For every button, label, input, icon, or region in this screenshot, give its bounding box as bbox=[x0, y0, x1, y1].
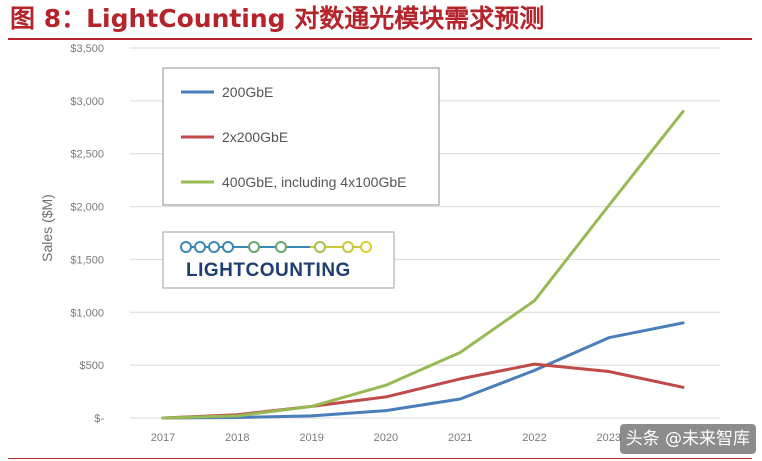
y-tick-label: $3,000 bbox=[70, 96, 104, 108]
logo-text: LIGHTCOUNTING bbox=[186, 260, 351, 281]
y-tick-label: $3,500 bbox=[70, 43, 104, 55]
y-tick-label: $2,500 bbox=[70, 149, 104, 161]
y-axis-label: Sales ($M) bbox=[39, 194, 55, 262]
y-axis-ticks: $- $500 $1,000 $1,500 $2,000 $2,500 $3,000 $3,5… bbox=[70, 43, 104, 425]
logo-dot bbox=[360, 241, 372, 253]
logo-dot bbox=[275, 241, 287, 253]
x-tick-label: 2020 bbox=[374, 432, 398, 444]
source-watermark: 头条 @未来智库 bbox=[619, 424, 756, 454]
logo-dot bbox=[208, 241, 220, 253]
x-tick-label: 2017 bbox=[151, 432, 175, 444]
legend: 200GbE 2x200GbE 400GbE, including 4x100GbE bbox=[162, 67, 440, 206]
series-line-1 bbox=[161, 362, 685, 420]
y-tick-label: $- bbox=[94, 413, 104, 425]
x-tick-label: 2019 bbox=[299, 432, 323, 444]
y-tick-label: $500 bbox=[80, 360, 104, 372]
x-tick-label: 2023 bbox=[597, 432, 621, 444]
x-axis-ticks: 2017 2018 2019 2020 2021 2022 2023 bbox=[151, 432, 621, 444]
lightcounting-logo: LIGHTCOUNTING bbox=[162, 231, 395, 289]
footer-divider bbox=[8, 458, 752, 459]
y-tick-label: $1,000 bbox=[70, 307, 104, 319]
legend-label: 400GbE, including 4x100GbE bbox=[222, 174, 406, 190]
legend-label: 2x200GbE bbox=[222, 129, 288, 145]
logo-dot bbox=[248, 241, 260, 253]
title-divider bbox=[8, 38, 752, 40]
x-tick-label: 2021 bbox=[448, 432, 472, 444]
series-line-2 bbox=[161, 109, 685, 420]
series-line-0 bbox=[161, 321, 685, 420]
page-title: 图 8：LightCounting 对数通光模块需求预测 bbox=[10, 4, 545, 33]
y-tick-label: $2,000 bbox=[70, 202, 104, 214]
x-tick-label: 2022 bbox=[522, 432, 546, 444]
series-lines bbox=[161, 109, 685, 420]
legend-label: 200GbE bbox=[222, 84, 273, 100]
logo-dot bbox=[222, 241, 234, 253]
logo-dot bbox=[314, 241, 326, 253]
logo-dot bbox=[180, 241, 192, 253]
logo-dot bbox=[342, 241, 354, 253]
x-tick-label: 2018 bbox=[225, 432, 249, 444]
logo-dot bbox=[194, 241, 206, 253]
y-tick-label: $1,500 bbox=[70, 254, 104, 266]
